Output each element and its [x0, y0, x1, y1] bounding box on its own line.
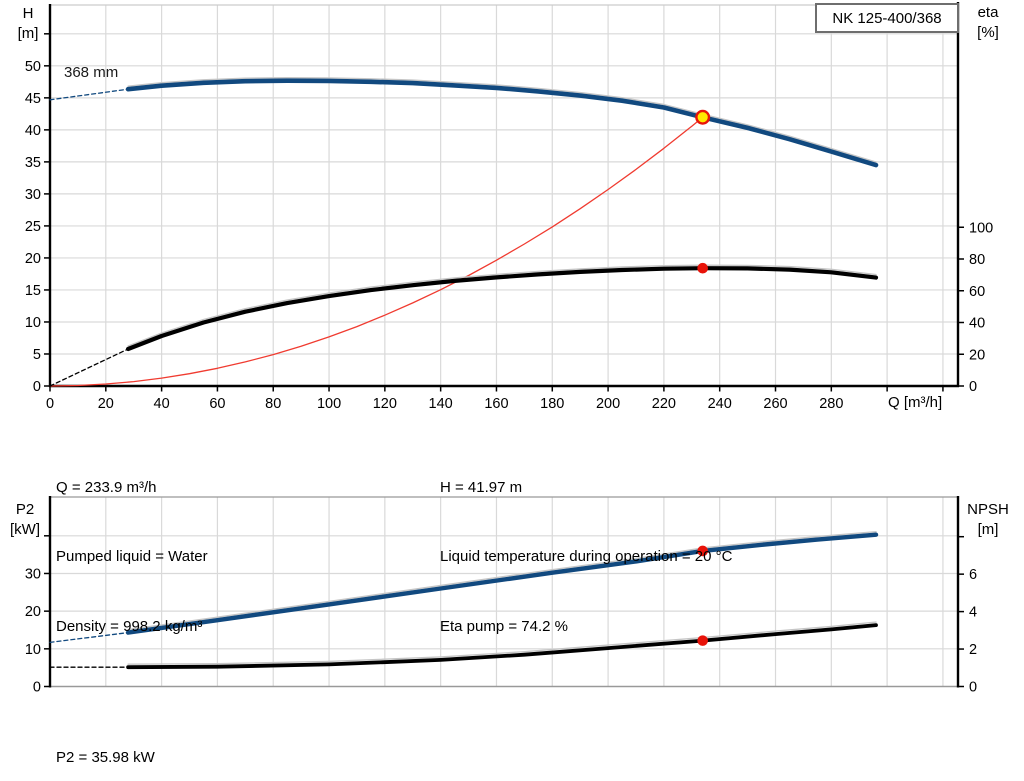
pump-type-label: NK 125-400/368: [832, 9, 942, 27]
right-tick-label: 20: [969, 347, 985, 363]
x-tick-label: 100: [317, 396, 341, 412]
p2-axis-title-line1: P2: [15, 501, 35, 518]
head-curve: [125, 78, 879, 168]
left-tick-label: 50: [25, 59, 41, 75]
right-tick-label: 60: [969, 284, 985, 300]
right-tick-label: 4: [969, 605, 977, 621]
info-pumped-liquid: Pumped liquid = Water: [56, 548, 208, 566]
x-tick-label: 220: [652, 396, 676, 412]
duty-info-right: H = 41.97 m Liquid temperature during op…: [440, 429, 732, 685]
efficiency-curve-dashed: [49, 348, 129, 387]
eta-axis-title-line1: eta: [977, 4, 999, 21]
impeller-trim-label: 368 mm: [64, 64, 119, 81]
npsh-axis-title-line2: [m]: [977, 521, 999, 538]
x-tick-label: 260: [763, 396, 787, 412]
right-tick-label: 80: [969, 252, 985, 268]
left-tick-label: 45: [25, 91, 41, 107]
x-tick-label: 120: [373, 396, 397, 412]
p2-axis-title: P2 [kW]: [2, 500, 48, 540]
left-tick-label: 0: [33, 379, 41, 395]
left-tick-label: 5: [33, 347, 41, 363]
left-tick-label: 20: [25, 604, 41, 620]
right-tick-label: 2: [969, 642, 977, 658]
duty-point-head: [695, 109, 711, 125]
x-tick-label: 200: [596, 396, 620, 412]
left-tick-label: 30: [25, 187, 41, 203]
head-curve-shadow: [127, 76, 877, 163]
info-p2: P2 = 35.98 kW: [56, 748, 155, 766]
left-tick-label: 0: [33, 680, 41, 696]
x-tick-label: 240: [708, 396, 732, 412]
right-tick-label: 6: [969, 567, 977, 583]
right-tick-label: 100: [969, 220, 993, 236]
info-h: H = 41.97 m: [440, 478, 523, 496]
info-density: Density = 998.2 kg/m³: [56, 618, 203, 636]
left-tick-label: 30: [25, 566, 41, 582]
h-axis-title: H [m]: [8, 4, 48, 44]
left-tick-label: 25: [25, 219, 41, 235]
x-tick-label: 160: [484, 396, 508, 412]
right-tick-label: 0: [969, 680, 977, 696]
h-axis-title-line1: H: [22, 5, 34, 22]
x-tick-label: 60: [209, 396, 225, 412]
eta-axis-title: eta [%]: [966, 3, 1010, 43]
system-curve: [49, 116, 704, 387]
npsh-curve-shadow: [127, 621, 877, 665]
x-tick-label: 40: [154, 396, 170, 412]
q-axis-unit-label: Q [m³/h]: [888, 394, 943, 411]
left-tick-label: 35: [25, 155, 41, 171]
duty-point-p2: [697, 545, 708, 557]
info-q: Q = 233.9 m³/h: [56, 478, 157, 496]
x-tick-label: 0: [46, 396, 54, 412]
left-tick-label: 10: [25, 642, 41, 658]
p2-curve-dashed: [49, 631, 129, 644]
npsh-curve: [126, 623, 878, 670]
efficiency-curve-shadow: [127, 264, 877, 347]
left-tick-label: 15: [25, 283, 41, 299]
h-axis-title-line2: [m]: [17, 25, 39, 42]
efficiency-curve: [126, 266, 879, 352]
npsh-axis-title-line1: NPSH: [967, 501, 1009, 518]
right-tick-label: 40: [969, 316, 985, 332]
duty-point-eta: [697, 262, 708, 274]
x-tick-label: 20: [98, 396, 114, 412]
pump-type-box: NK 125-400/368: [815, 3, 959, 33]
duty-info-left: Q = 233.9 m³/h Pumped liquid = Water Den…: [56, 429, 208, 685]
x-tick-label: 280: [819, 396, 843, 412]
head-curve-dashed: [49, 88, 129, 101]
info-liquid-temperature: Liquid temperature during operation = 20…: [440, 548, 733, 566]
left-tick-label: 20: [25, 251, 41, 267]
result-info: P2 = 35.98 kW NPSH = 2.45 m Max power P2…: [56, 699, 398, 781]
left-tick-label: 40: [25, 123, 41, 139]
right-tick-label: 0: [969, 379, 977, 395]
x-tick-label: 80: [265, 396, 281, 412]
npsh-axis-title: NPSH [m]: [962, 500, 1014, 540]
eta-axis-title-line2: [%]: [977, 24, 999, 41]
left-tick-label: 10: [25, 315, 41, 331]
p2-curve: [125, 532, 879, 635]
info-eta-pump: Eta pump = 74.2 %: [440, 618, 568, 636]
p2-axis-title-line2: [kW]: [10, 521, 40, 538]
x-tick-label: 140: [429, 396, 453, 412]
p2-curve-shadow: [127, 531, 877, 631]
duty-point-npsh: [697, 635, 708, 646]
x-tick-label: 180: [540, 396, 564, 412]
